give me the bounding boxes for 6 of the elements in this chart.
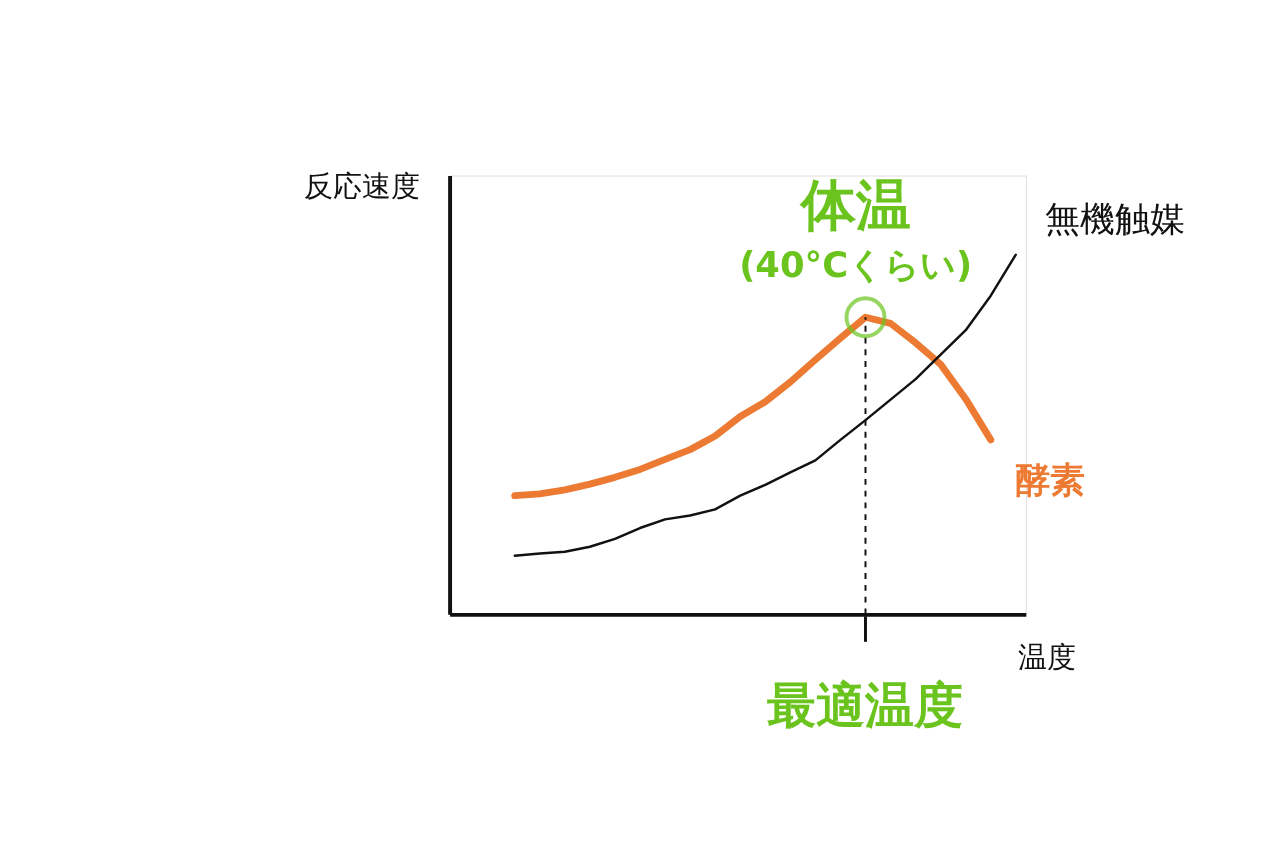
x-axis-title: 温度 (1017, 640, 1076, 675)
series-label: 酵素 (1015, 458, 1086, 500)
y-axis-title: 反応速度 (304, 169, 421, 204)
series-label: 無機触媒 (1045, 198, 1186, 240)
annotation: 体温 (40°Cくらい) (739, 173, 973, 286)
text: 最適温度 (767, 676, 964, 735)
